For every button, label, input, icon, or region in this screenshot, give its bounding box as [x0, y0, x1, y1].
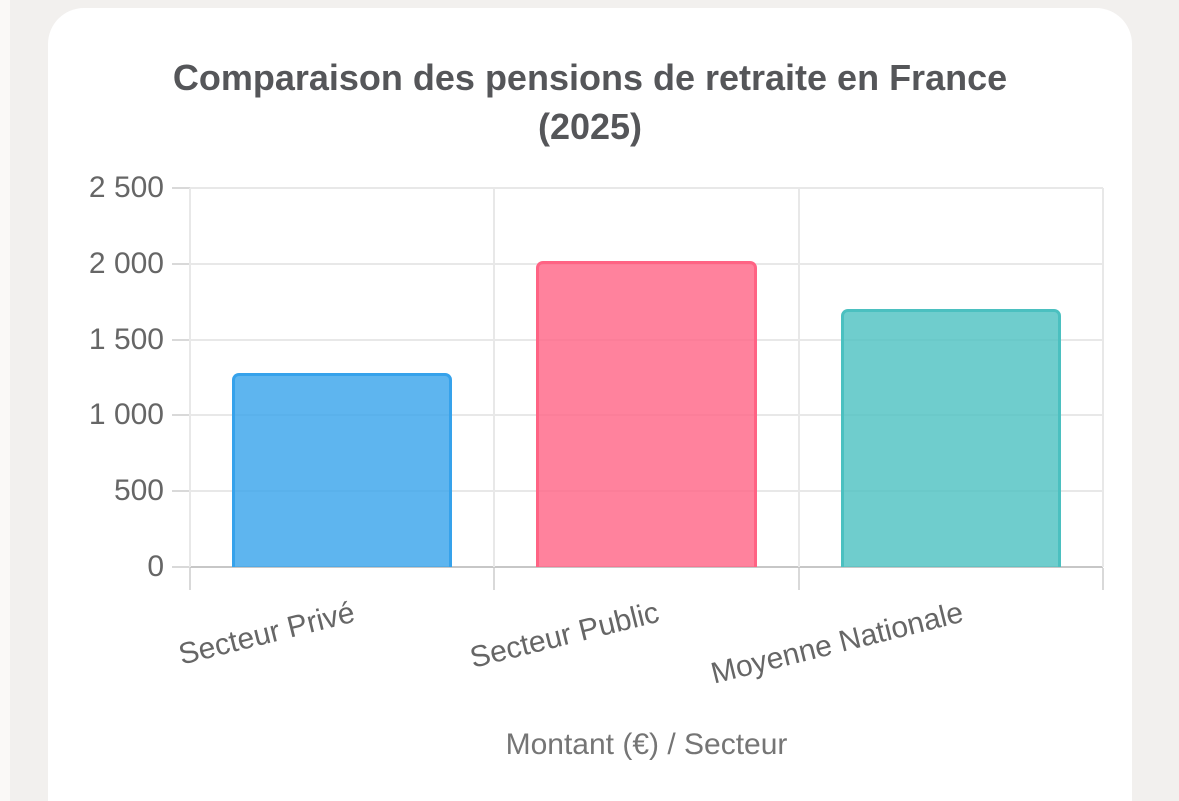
y-tick-mark	[172, 566, 190, 568]
x-gridline	[797, 188, 800, 567]
y-tick-mark	[172, 338, 190, 341]
x-axis-title: Montant (€) / Secteur	[505, 728, 788, 761]
x-gridline	[1102, 188, 1104, 567]
x-tick-mark	[493, 568, 496, 590]
x-tick-mark	[189, 568, 191, 590]
chart-title: Comparaison des pensions de retraite en …	[172, 57, 1008, 147]
y-tick-label: 500	[113, 474, 164, 508]
x-tick-mark	[1102, 568, 1104, 590]
x-tick-mark	[797, 568, 800, 590]
y-tick-mark	[172, 187, 190, 189]
y-tick-label: 2 500	[88, 171, 164, 204]
y-tick-label: 1 000	[88, 398, 164, 432]
y-tick-mark	[172, 414, 190, 417]
page-edge-strip	[0, 0, 10, 801]
x-gridline	[189, 188, 191, 567]
y-tick-label: 0	[147, 550, 164, 583]
bar-secteur-public[interactable]	[536, 260, 757, 567]
y-tick-label: 1 500	[88, 322, 164, 356]
y-tick-label: 2 000	[88, 246, 164, 280]
y-gridline	[190, 187, 1103, 189]
x-tick-label-secteur-public: Secteur Public	[466, 596, 663, 675]
bar-moyenne-nationale[interactable]	[840, 309, 1062, 567]
bar-secteur-prive[interactable]	[231, 372, 453, 567]
zero-axis-line	[190, 566, 1103, 568]
x-gridline	[493, 188, 496, 567]
x-tick-label-secteur-prive: Secteur Privé	[175, 596, 359, 672]
y-tick-mark	[172, 490, 190, 493]
y-tick-mark	[172, 262, 190, 265]
x-tick-label-moyenne-nationale: Moyenne Nationale	[708, 596, 967, 691]
